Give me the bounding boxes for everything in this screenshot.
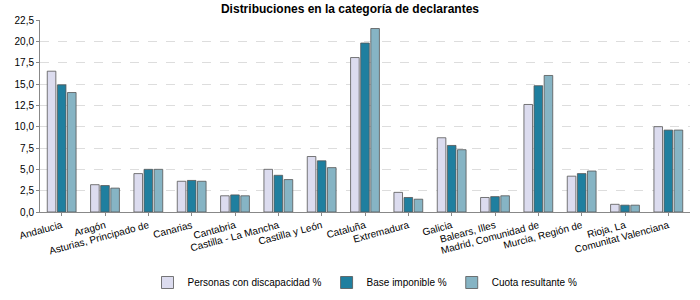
svg-text:Cantabria: Cantabria (192, 219, 237, 241)
svg-text:Asturias, Principado de: Asturias, Principado de (48, 219, 151, 256)
svg-text:Andalucia: Andalucia (18, 219, 64, 241)
svg-text:22,5: 22,5 (15, 15, 35, 26)
svg-text:7,5: 7,5 (20, 143, 34, 154)
svg-text:Rioja, La: Rioja, La (586, 219, 627, 240)
svg-text:Cuota resultante %: Cuota resultante % (492, 277, 577, 288)
svg-text:Madrid, Comunidad de: Madrid, Comunidad de (440, 219, 541, 256)
svg-text:5,0: 5,0 (20, 164, 34, 175)
svg-text:Extremadura: Extremadura (352, 219, 411, 245)
svg-text:15,0: 15,0 (15, 79, 35, 90)
svg-text:Aragón: Aragón (73, 219, 107, 238)
svg-text:Comunitat Valenciana: Comunitat Valenciana (573, 219, 670, 255)
svg-text:Galicia: Galicia (421, 219, 454, 238)
svg-text:10,0: 10,0 (15, 121, 35, 132)
svg-text:Murcia, Región de: Murcia, Región de (502, 219, 584, 251)
svg-text:Cataluña: Cataluña (325, 219, 367, 240)
svg-text:Canarias: Canarias (152, 219, 194, 240)
svg-text:12,5: 12,5 (15, 100, 35, 111)
svg-text:17,5: 17,5 (15, 57, 35, 68)
svg-text:Personas con discapacidad %: Personas con discapacidad % (188, 277, 322, 288)
svg-text:20,0: 20,0 (15, 36, 35, 47)
svg-text:Balears, Illes: Balears, Illes (439, 219, 497, 244)
svg-text:Base imponible %: Base imponible % (367, 277, 447, 288)
svg-text:Castilla - La Mancha: Castilla - La Mancha (189, 219, 280, 253)
svg-text:0,0: 0,0 (20, 207, 34, 218)
svg-text:Distribuciones en la categoría: Distribuciones en la categoría de declar… (221, 2, 479, 16)
svg-text:Castilla y León: Castilla y León (257, 219, 323, 247)
svg-text:2,5: 2,5 (20, 185, 34, 196)
